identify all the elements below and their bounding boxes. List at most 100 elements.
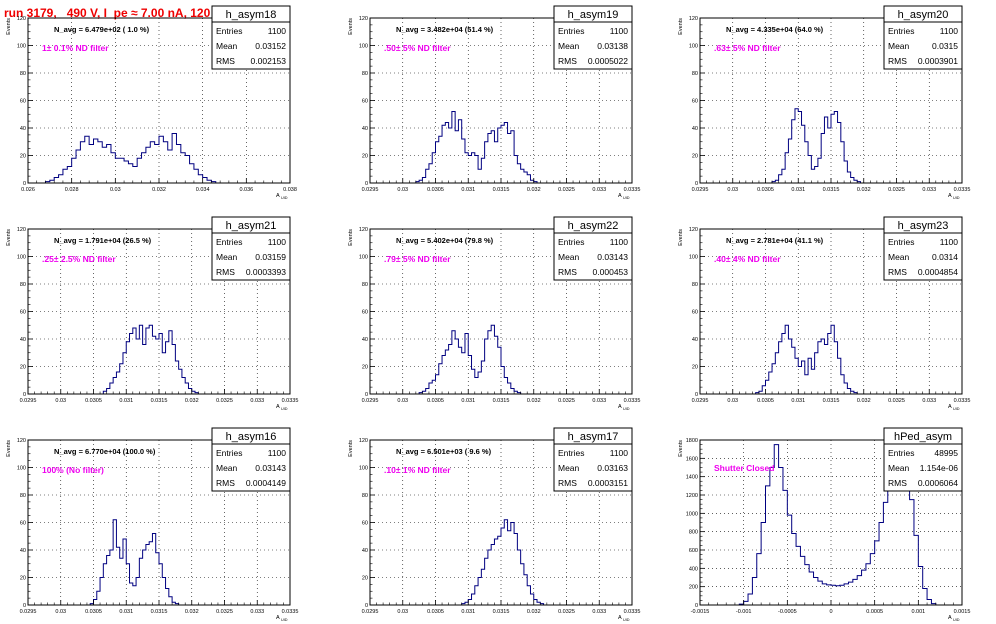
y-axis-label: Events xyxy=(6,18,12,35)
y-tick-label: 400 xyxy=(689,566,698,572)
x-tick-label: 0.0305 xyxy=(757,187,774,193)
stat-label: Mean xyxy=(216,252,238,262)
n-avg-label: N_avg = 6.501e+03 ( 9.6 %) xyxy=(396,447,492,456)
x-axis-label-subscript: UID xyxy=(953,618,960,622)
y-tick-label: 40 xyxy=(362,337,368,343)
stat-label: Entries xyxy=(888,26,914,36)
x-axis-label: A xyxy=(276,404,280,410)
y-tick-label: 120 xyxy=(359,16,368,22)
filter-label: .79± 5% ND filter xyxy=(384,254,451,264)
x-axis-label-subscript: UID xyxy=(281,407,288,411)
x-tick-label: 0.031 xyxy=(461,398,475,404)
x-tick-label: 0.033 xyxy=(922,398,936,404)
y-tick-label: 80 xyxy=(362,493,368,499)
y-tick-label: 40 xyxy=(692,337,698,343)
stat-value: 0.03143 xyxy=(255,463,286,473)
stats-box xyxy=(883,443,963,492)
x-axis-label: A xyxy=(948,615,952,621)
stat-value: 0.03163 xyxy=(597,463,628,473)
x-tick-label: 0.031 xyxy=(461,187,475,193)
y-tick-label: 0 xyxy=(23,603,26,609)
x-tick-label: 0.0325 xyxy=(888,187,905,193)
stat-value: 1100 xyxy=(610,448,629,458)
x-axis-label-subscript: UID xyxy=(623,618,630,622)
histogram-panel-h_asym18: 0.026 0.028 0.03 0.032 0.034 0.036 0.038 0 20 40 6… xyxy=(6,5,297,200)
histogram-line xyxy=(461,519,545,605)
histogram-panel-h_asym22: 0.0295 0.03 0.0305 0.031 0.0315 0.032 0.0325 0.… xyxy=(348,216,640,411)
stat-value: 0.0004854 xyxy=(918,267,958,277)
stat-label: Mean xyxy=(888,41,910,51)
histogram-panel-h_asym21: 0.0295 0.03 0.0305 0.031 0.0315 0.032 0.0325 0.… xyxy=(6,216,298,411)
x-tick-label: 0.0295 xyxy=(692,187,709,193)
stats-box xyxy=(553,232,633,281)
x-tick-label: 0.026 xyxy=(21,187,35,193)
y-tick-label: 120 xyxy=(17,438,26,444)
histogram-panel-h_asym19: 0.0295 0.03 0.0305 0.031 0.0315 0.032 0.0325 0.… xyxy=(348,5,640,200)
y-tick-label: 1800 xyxy=(686,438,698,444)
histogram-panel-h_asym16: 0.0295 0.03 0.0305 0.031 0.0315 0.032 0.0325 0.… xyxy=(6,427,299,622)
y-tick-label: 0 xyxy=(23,181,26,187)
x-tick-label: 0.0315 xyxy=(151,398,168,404)
y-tick-label: 60 xyxy=(692,99,698,105)
stat-label: Mean xyxy=(216,41,238,51)
y-tick-label: 40 xyxy=(20,337,26,343)
histogram-line xyxy=(44,133,217,183)
x-tick-label: 0.032 xyxy=(857,398,871,404)
x-tick-label: 0.0335 xyxy=(624,609,641,615)
x-tick-label: 0.032 xyxy=(185,398,199,404)
filter-label: .50± 5% ND filter xyxy=(384,43,451,53)
y-tick-label: 60 xyxy=(20,99,26,105)
filter-label: .10± 1% ND filter xyxy=(384,465,451,475)
x-tick-label: 0.032 xyxy=(527,609,541,615)
x-tick-label: 0.031 xyxy=(461,609,475,615)
x-tick-label: 0.031 xyxy=(791,187,805,193)
stat-value: 1100 xyxy=(268,448,287,458)
y-tick-label: 20 xyxy=(692,365,698,371)
y-tick-label: 20 xyxy=(20,154,26,160)
x-tick-label: 0.031 xyxy=(119,609,133,615)
x-tick-label: 0.0315 xyxy=(151,609,168,615)
x-tick-label: 0.0315 xyxy=(823,187,840,193)
x-tick-label: 0.0335 xyxy=(282,609,299,615)
x-tick-label: 0.031 xyxy=(791,398,805,404)
y-tick-label: 120 xyxy=(359,227,368,233)
x-tick-label: 0.0315 xyxy=(493,609,510,615)
x-axis-label-subscript: UID xyxy=(623,196,630,200)
y-tick-label: 120 xyxy=(17,227,26,233)
filter-label: Shutter Closed xyxy=(714,463,774,473)
n-avg-label: N_avg = 6.770e+04 (100.0 %) xyxy=(54,447,156,456)
y-tick-label: 100 xyxy=(17,255,26,261)
stat-label: Entries xyxy=(216,237,242,247)
x-tick-label: 0.036 xyxy=(239,187,253,193)
y-tick-label: 600 xyxy=(689,548,698,554)
stats-box xyxy=(211,443,291,492)
y-tick-label: 80 xyxy=(692,282,698,288)
x-tick-label: 0.001 xyxy=(911,609,925,615)
x-tick-label: 0.0005 xyxy=(866,609,883,615)
x-tick-label: 0.038 xyxy=(283,187,297,193)
x-axis-label-subscript: UID xyxy=(281,196,288,200)
stat-value: 0.0003151 xyxy=(588,478,628,488)
y-axis-label: Events xyxy=(348,18,354,35)
x-tick-label: 0.033 xyxy=(250,609,264,615)
x-tick-label: 0.0315 xyxy=(493,187,510,193)
x-tick-label: 0.0015 xyxy=(954,609,971,615)
histogram-name: h_asym22 xyxy=(568,220,619,232)
filter-label: .63± 5% ND filter xyxy=(714,43,781,53)
stats-box xyxy=(883,232,963,281)
stat-value: 0.0314 xyxy=(932,252,958,262)
stat-label: Mean xyxy=(888,252,910,262)
x-tick-label: 0.0305 xyxy=(85,609,102,615)
stat-label: RMS xyxy=(216,478,235,488)
stats-box xyxy=(211,232,291,281)
stat-label: Mean xyxy=(888,463,910,473)
stat-label: RMS xyxy=(558,56,577,66)
y-tick-label: 60 xyxy=(362,521,368,527)
stat-value: 0.0315 xyxy=(932,41,958,51)
stat-label: Mean xyxy=(558,41,580,51)
stat-label: Entries xyxy=(888,448,914,458)
y-tick-label: 80 xyxy=(20,493,26,499)
stats-box xyxy=(211,21,291,70)
histogram-panel-h_asym23: 0.0295 0.03 0.0305 0.031 0.0315 0.032 0.0325 0.… xyxy=(678,216,970,411)
